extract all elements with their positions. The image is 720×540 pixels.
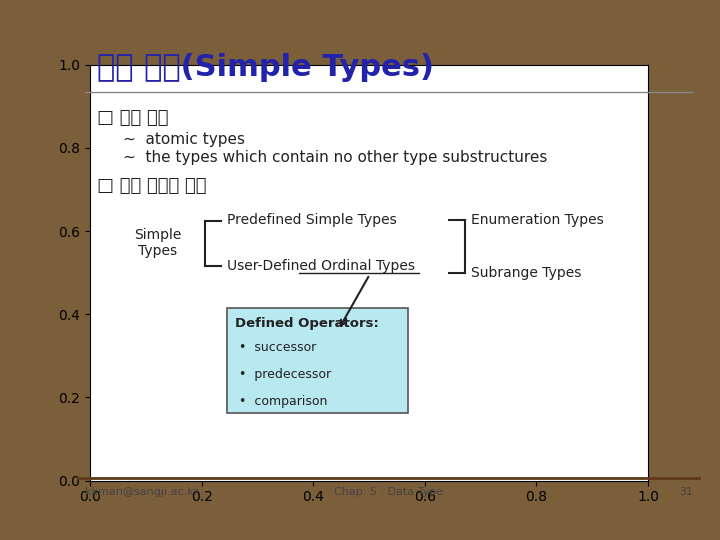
Text: Chap. 5 : Data Type: Chap. 5 : Data Type: [334, 487, 444, 497]
Text: Subrange Types: Subrange Types: [471, 266, 582, 280]
Text: ~  the types which contain no other type substructures: ~ the types which contain no other type …: [122, 151, 547, 165]
Text: •  comparison: • comparison: [238, 395, 327, 408]
Text: 단순 타입(Simple Types): 단순 타입(Simple Types): [97, 53, 434, 82]
Text: User-Defined Ordinal Types: User-Defined Ordinal Types: [228, 259, 415, 273]
Text: •  predecessor: • predecessor: [238, 368, 330, 381]
Text: Simple
Types: Simple Types: [134, 228, 181, 258]
Text: Defined Operators:: Defined Operators:: [235, 317, 379, 330]
Text: Enumeration Types: Enumeration Types: [471, 213, 604, 227]
Text: kkman@sangji.ac.kr: kkman@sangji.ac.kr: [85, 487, 198, 497]
Text: □ 단순 타입: □ 단순 타입: [97, 109, 169, 127]
Text: 31: 31: [679, 487, 693, 497]
Text: □ 단순 타입의 분류: □ 단순 타입의 분류: [97, 177, 207, 195]
Text: ~  atomic types: ~ atomic types: [122, 132, 245, 147]
Text: Predefined Simple Types: Predefined Simple Types: [228, 213, 397, 227]
Text: •  successor: • successor: [238, 341, 316, 354]
FancyBboxPatch shape: [228, 308, 408, 413]
